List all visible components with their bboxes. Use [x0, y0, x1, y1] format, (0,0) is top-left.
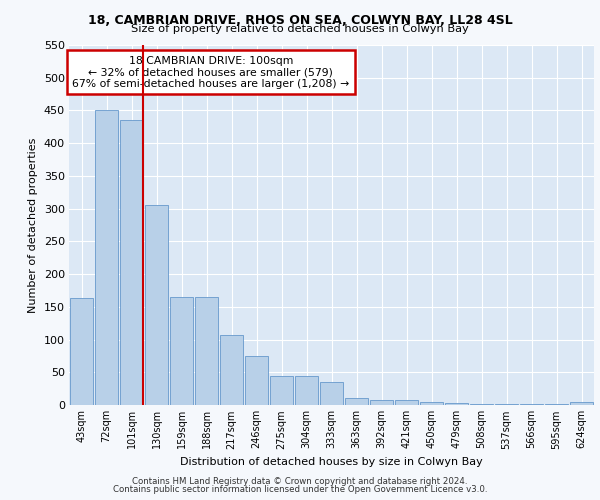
Text: Contains HM Land Registry data © Crown copyright and database right 2024.: Contains HM Land Registry data © Crown c… — [132, 477, 468, 486]
Bar — [170, 297, 193, 405]
Bar — [545, 404, 568, 405]
Y-axis label: Number of detached properties: Number of detached properties — [28, 138, 38, 312]
Bar — [345, 398, 368, 405]
Bar — [320, 382, 343, 405]
Text: Contains public sector information licensed under the Open Government Licence v3: Contains public sector information licen… — [113, 484, 487, 494]
Bar — [195, 297, 218, 405]
Bar — [445, 403, 468, 405]
Bar — [495, 404, 518, 405]
Bar — [120, 120, 143, 405]
Bar — [370, 400, 393, 405]
Bar — [295, 376, 318, 405]
Bar — [395, 400, 418, 405]
Bar — [520, 404, 543, 405]
Bar — [95, 110, 118, 405]
Bar — [220, 335, 243, 405]
Text: Size of property relative to detached houses in Colwyn Bay: Size of property relative to detached ho… — [131, 24, 469, 34]
Bar — [570, 402, 593, 405]
Bar — [245, 356, 268, 405]
Bar — [470, 404, 493, 405]
X-axis label: Distribution of detached houses by size in Colwyn Bay: Distribution of detached houses by size … — [180, 457, 483, 467]
Bar — [145, 204, 168, 405]
Text: 18 CAMBRIAN DRIVE: 100sqm
← 32% of detached houses are smaller (579)
67% of semi: 18 CAMBRIAN DRIVE: 100sqm ← 32% of detac… — [72, 56, 349, 89]
Bar — [70, 298, 93, 405]
Text: 18, CAMBRIAN DRIVE, RHOS ON SEA, COLWYN BAY, LL28 4SL: 18, CAMBRIAN DRIVE, RHOS ON SEA, COLWYN … — [88, 14, 512, 27]
Bar — [270, 376, 293, 405]
Bar — [420, 402, 443, 405]
